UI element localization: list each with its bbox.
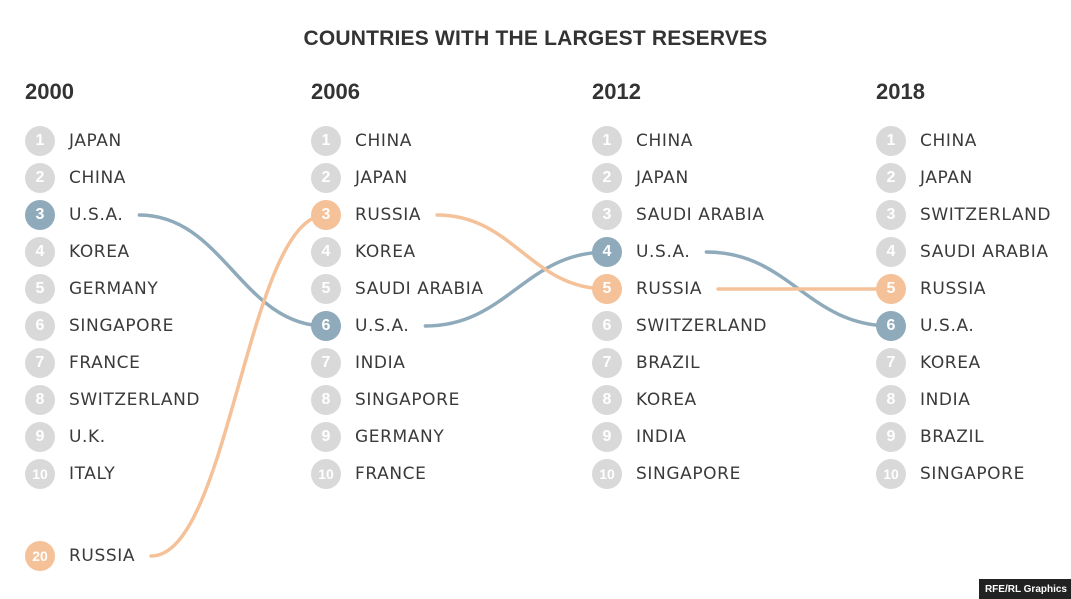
rank-badge: 6 <box>311 311 341 341</box>
country-label: RUSSIA <box>69 546 136 566</box>
rank-badge: 4 <box>25 237 55 267</box>
country-label: KOREA <box>355 242 416 262</box>
country-label: SWITZERLAND <box>920 205 1052 225</box>
country-label: SINGAPORE <box>355 390 460 410</box>
country-label: U.K. <box>69 427 106 447</box>
rank-badge: 6 <box>876 311 906 341</box>
country-label: U.S.A. <box>355 316 410 336</box>
country-label: GERMANY <box>355 427 445 447</box>
country-label: SAUDI ARABIA <box>355 279 484 299</box>
country-label: SWITZERLAND <box>636 316 768 336</box>
country-label: GERMANY <box>69 279 159 299</box>
country-label: BRAZIL <box>920 427 985 447</box>
country-label: JAPAN <box>355 168 408 188</box>
rank-badge: 1 <box>592 126 622 156</box>
rank-badge: 6 <box>25 311 55 341</box>
rank-badge: 7 <box>25 348 55 378</box>
country-label: CHINA <box>355 131 413 151</box>
country-label: SINGAPORE <box>636 464 741 484</box>
country-label: KOREA <box>69 242 130 262</box>
rank-badge: 4 <box>876 237 906 267</box>
rank-badge: 2 <box>311 163 341 193</box>
country-label: RUSSIA <box>636 279 703 299</box>
rank-badge: 9 <box>311 422 341 452</box>
country-label: U.S.A. <box>636 242 691 262</box>
rank-badge: 2 <box>592 163 622 193</box>
rank-badge: 5 <box>592 274 622 304</box>
year-label: 2018 <box>876 79 925 104</box>
credit-label: RFE/RL Graphics <box>978 579 1071 599</box>
rank-badge: 8 <box>311 385 341 415</box>
country-label: U.S.A. <box>920 316 975 336</box>
rank-badge: 9 <box>25 422 55 452</box>
country-label: INDIA <box>355 353 406 373</box>
rank-badge: 7 <box>311 348 341 378</box>
year-label: 2006 <box>311 79 360 104</box>
rank-badge: 4 <box>311 237 341 267</box>
rank-badge: 8 <box>592 385 622 415</box>
rank-badge: 9 <box>592 422 622 452</box>
country-label: SINGAPORE <box>69 316 174 336</box>
rank-badge: 8 <box>876 385 906 415</box>
country-label: JAPAN <box>636 168 689 188</box>
country-label: SINGAPORE <box>920 464 1025 484</box>
rank-badge: 10 <box>311 459 341 489</box>
usa-link-line <box>423 250 609 328</box>
rank-badge: 1 <box>25 126 55 156</box>
country-label: BRAZIL <box>636 353 701 373</box>
rank-badge: 1 <box>876 126 906 156</box>
rank-badge: 10 <box>25 459 55 489</box>
country-label: INDIA <box>920 390 971 410</box>
rank-badge: 2 <box>876 163 906 193</box>
rank-badge: 3 <box>311 200 341 230</box>
rank-badge: 8 <box>25 385 55 415</box>
rank-badge: 3 <box>876 200 906 230</box>
chart-title: COUNTRIES WITH THE LARGEST RESERVES <box>303 27 768 50</box>
year-label: 2000 <box>25 79 74 104</box>
country-label: JAPAN <box>69 131 122 151</box>
rank-badge: 3 <box>25 200 55 230</box>
country-label: SWITZERLAND <box>69 390 201 410</box>
rank-badge: 5 <box>25 274 55 304</box>
country-label: FRANCE <box>355 464 427 484</box>
rank-badge: 6 <box>592 311 622 341</box>
rank-badge: 7 <box>592 348 622 378</box>
rank-badge: 20 <box>25 541 55 571</box>
rank-badge: 1 <box>311 126 341 156</box>
rank-badge: 3 <box>592 200 622 230</box>
year-label: 2012 <box>592 79 641 104</box>
country-label: INDIA <box>636 427 687 447</box>
country-label: SAUDI ARABIA <box>636 205 765 225</box>
rank-badge: 4 <box>592 237 622 267</box>
country-label: RUSSIA <box>355 205 422 225</box>
country-label: CHINA <box>920 131 978 151</box>
country-label: KOREA <box>636 390 697 410</box>
country-label: RUSSIA <box>920 279 987 299</box>
country-label: CHINA <box>636 131 694 151</box>
rank-badge: 10 <box>876 459 906 489</box>
rank-badge: 2 <box>25 163 55 193</box>
russia-link-line <box>149 213 328 558</box>
rank-badge: 10 <box>592 459 622 489</box>
rank-badge: 7 <box>876 348 906 378</box>
usa-link-line <box>137 213 328 328</box>
country-label: U.S.A. <box>69 205 124 225</box>
country-label: SAUDI ARABIA <box>920 242 1049 262</box>
country-label: CHINA <box>69 168 127 188</box>
rank-badge: 9 <box>876 422 906 452</box>
rank-badge: 5 <box>876 274 906 304</box>
country-label: KOREA <box>920 353 981 373</box>
country-label: ITALY <box>69 464 116 484</box>
country-label: FRANCE <box>69 353 141 373</box>
rank-badge: 5 <box>311 274 341 304</box>
country-label: JAPAN <box>920 168 973 188</box>
russia-link-line <box>435 213 609 291</box>
